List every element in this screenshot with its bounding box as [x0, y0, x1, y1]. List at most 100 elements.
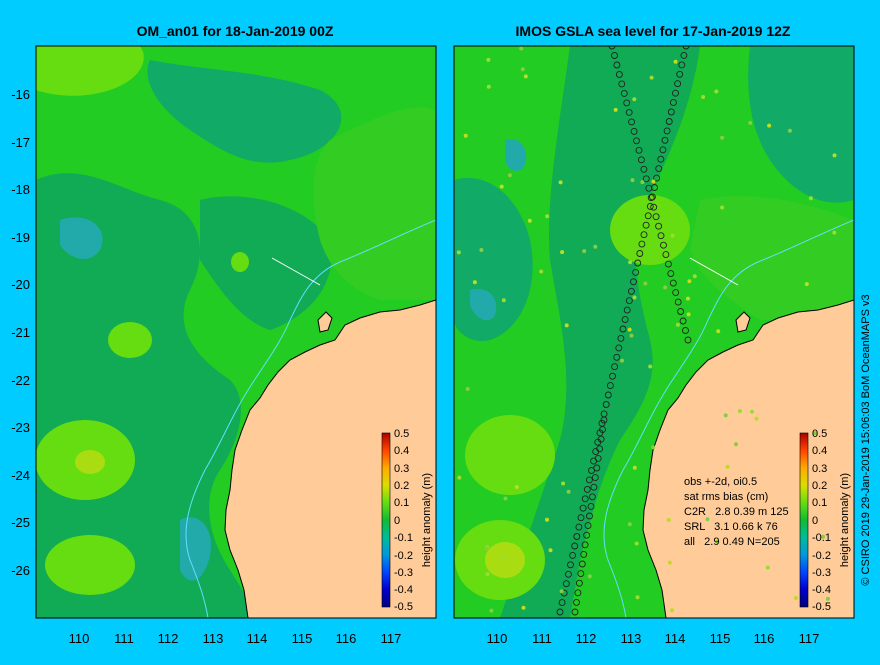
right-cbar-tick: 0.2	[812, 480, 827, 492]
track-point	[669, 99, 677, 107]
track-point	[585, 476, 593, 484]
obs-dot	[456, 250, 461, 255]
obs-dot	[720, 135, 725, 140]
right-high-4	[690, 196, 854, 320]
obs-dot	[675, 322, 680, 327]
obs-dot	[765, 565, 770, 570]
track-point	[667, 108, 675, 116]
right-x-tick: 113	[621, 631, 642, 646]
obs-dot	[714, 89, 719, 94]
obs-dot	[670, 233, 675, 238]
track-point	[627, 287, 635, 295]
obs-dot	[787, 128, 792, 133]
track-point	[625, 108, 633, 116]
track-point	[608, 46, 616, 50]
obs-dot	[705, 517, 710, 522]
track-point	[591, 474, 599, 482]
left-x-tick: 115	[292, 631, 313, 646]
obs-dot	[463, 133, 468, 138]
track-point	[665, 118, 673, 125]
obs-dot	[734, 442, 738, 447]
right-colorbar-ramp	[799, 432, 809, 608]
track-point	[571, 542, 579, 550]
left-y-tick: -17	[11, 135, 30, 150]
right-cbar-tick: 0.4	[812, 445, 827, 457]
track-point	[662, 251, 670, 259]
obs-dot	[521, 605, 526, 610]
right-colorbar-label: height anomaly (m)	[839, 473, 851, 567]
left-x-tick: 112	[158, 631, 179, 646]
obs-dot	[457, 475, 462, 480]
obs-dot	[750, 409, 754, 414]
obs-dot	[754, 416, 759, 421]
obs-dot	[649, 75, 654, 80]
obs-dot	[561, 481, 566, 486]
obs-dot	[692, 274, 697, 279]
right-colorbar: 0.5 0.4 0.3 0.2 0.1 0 -0.1 -0.2 -0.3 -0.…	[799, 428, 851, 613]
stats-line-4: SRL 3.1 0.66 k 76	[684, 521, 778, 533]
left-cbar-tick: 0.2	[394, 480, 409, 492]
obs-dot	[627, 327, 632, 332]
obs-dot	[666, 517, 671, 522]
right-cbar-tick: 0	[812, 515, 818, 527]
obs-dot	[484, 546, 489, 551]
right-high-2	[465, 415, 555, 495]
obs-dot	[519, 46, 524, 51]
track-point	[597, 435, 605, 443]
left-high-6	[313, 107, 436, 300]
obs-dot	[620, 358, 624, 363]
obs-dot	[499, 184, 504, 189]
left-x-tick: 113	[203, 631, 224, 646]
obs-dot	[485, 572, 490, 577]
left-colorbar-ticks: 0.5 0.4 0.3 0.2 0.1 0 -0.1 -0.2 -0.3 -0.…	[394, 428, 413, 613]
obs-dot	[673, 59, 678, 64]
track-point	[640, 165, 648, 173]
obs-dot	[632, 295, 637, 300]
left-map	[36, 46, 436, 618]
track-point	[581, 541, 589, 549]
left-cbar-tick: -0.1	[394, 532, 413, 544]
track-point	[617, 334, 625, 342]
track-point	[618, 80, 626, 88]
right-x-tick: 115	[710, 631, 731, 646]
track-point	[667, 270, 675, 278]
track-point	[611, 52, 618, 59]
obs-dot	[479, 248, 484, 252]
obs-dot	[545, 214, 550, 219]
obs-dot	[767, 123, 772, 128]
track-point	[574, 589, 582, 597]
left-x-tick: 116	[336, 631, 357, 646]
obs-dot	[667, 560, 672, 565]
left-islands	[317, 311, 333, 333]
right-cbar-tick: -0.4	[812, 584, 831, 596]
obs-dot	[520, 67, 525, 72]
obs-dot	[640, 180, 645, 185]
track-point	[655, 165, 663, 173]
left-x-tick: 111	[114, 631, 134, 646]
left-x-tick: 110	[69, 631, 90, 646]
obs-dot	[648, 364, 653, 369]
obs-dot	[812, 431, 817, 436]
track-point	[615, 71, 623, 78]
obs-dot	[593, 244, 598, 249]
obs-dot	[587, 574, 592, 579]
left-cbar-tick: 0.3	[394, 463, 409, 475]
credit-text: © CSIRO 2019 29-Jan-2019 15:06:03 BoM Oc…	[860, 294, 872, 585]
left-y-tick: -20	[11, 277, 30, 292]
right-cbar-tick: -0.5	[812, 601, 831, 613]
obs-dot	[486, 57, 491, 62]
track-point	[579, 504, 587, 512]
track-point	[657, 232, 665, 240]
obs-dot	[663, 285, 668, 290]
obs-dot	[486, 84, 491, 89]
left-y-tick: -25	[11, 515, 30, 530]
right-satellite-tracks	[556, 46, 692, 616]
track-point	[571, 608, 579, 616]
track-point	[625, 297, 633, 305]
right-map	[454, 46, 854, 618]
track-point	[611, 363, 619, 371]
obs-dot	[465, 387, 470, 391]
obs-dot	[507, 173, 512, 178]
track-point	[682, 46, 690, 50]
obs-dot	[501, 556, 506, 561]
